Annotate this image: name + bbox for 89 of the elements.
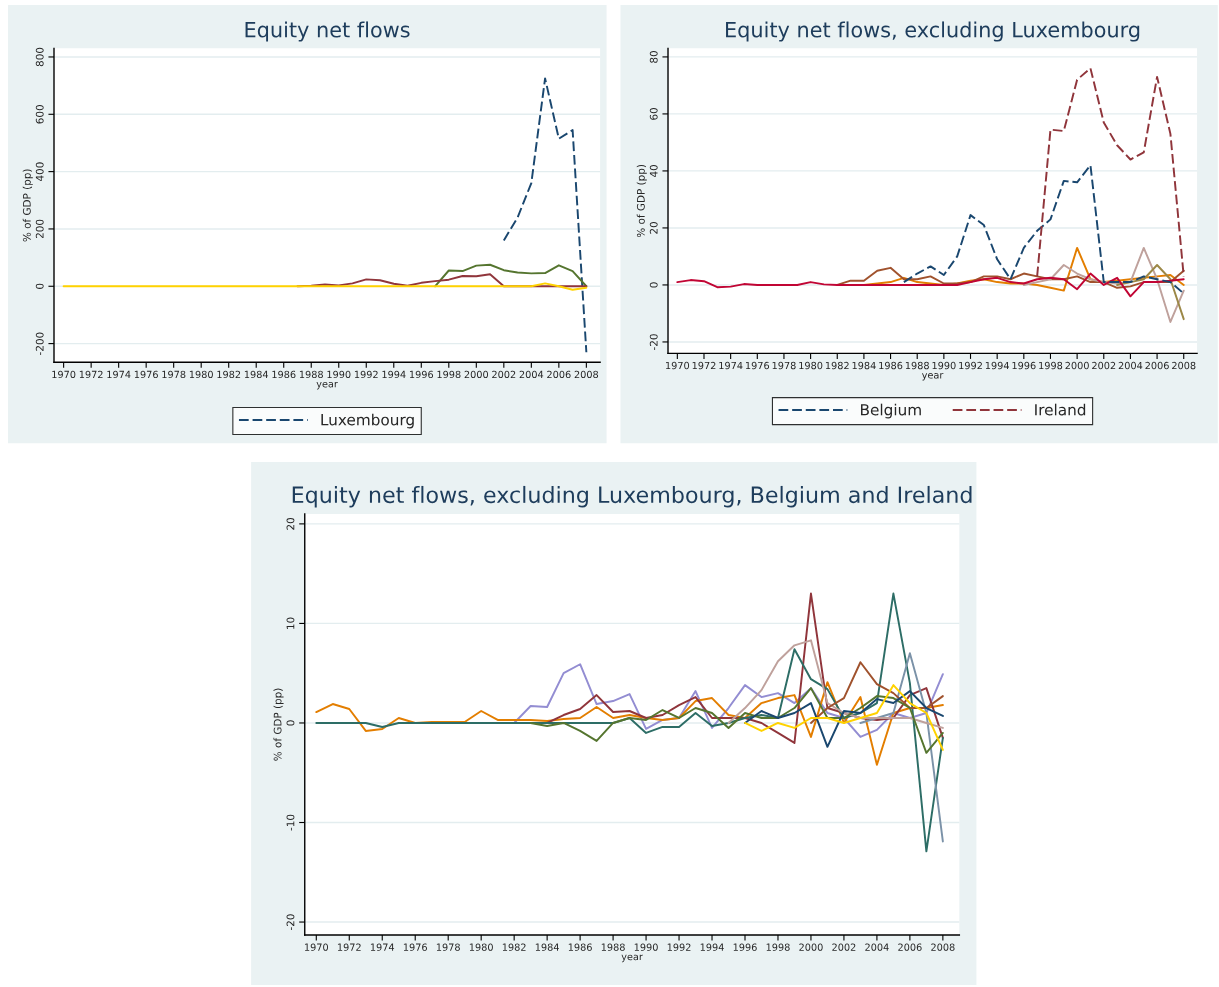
x-tick-label: 1972 (692, 361, 716, 370)
x-tick-label: 1990 (634, 943, 658, 951)
x-tick-label: 1986 (568, 943, 592, 951)
x-tick-label: 1982 (825, 361, 849, 370)
x-tick-label: 1984 (535, 943, 559, 951)
x-tick-label: 1980 (469, 943, 493, 951)
chart-title: Equity net flows, excluding Luxembourg (726, 21, 1140, 42)
x-tick-label: 1970 (304, 943, 329, 951)
x-tick-label: 2000 (464, 370, 489, 379)
x-tick-label: 1972 (79, 370, 103, 379)
y-tick-label: 20 (649, 222, 658, 234)
x-tick-label: 2000 (799, 943, 823, 951)
y-tick-label: 40 (649, 164, 658, 178)
x-tick-label: 1984 (244, 370, 269, 379)
x-tick-label: 1974 (107, 370, 131, 379)
x-tick-label: 2002 (832, 943, 856, 951)
y-axis-title: % of GDP (pp) (22, 169, 33, 242)
chart-title: Equity net flows, excluding Luxembourg, Belgium and Ireland (292, 485, 972, 508)
legend-label: Belgium (861, 403, 921, 419)
x-tick-label: 1992 (959, 361, 982, 370)
x-tick-label: 2006 (1145, 361, 1169, 370)
x-tick-label: 1998 (437, 370, 461, 379)
y-tick-label: 0 (286, 720, 295, 726)
x-tick-label: 1978 (772, 361, 796, 370)
x-tick-label: 1970 (52, 370, 76, 379)
x-tick-label: 1990 (327, 370, 351, 379)
y-tick-label: 0 (649, 282, 658, 288)
x-tick-label: 1998 (1039, 361, 1063, 370)
x-tick-label: 1994 (700, 943, 724, 951)
y-tick-label: 200 (35, 219, 44, 239)
x-tick-label: 1976 (745, 361, 770, 370)
y-tick-label: 0 (35, 283, 44, 289)
x-tick-label: 2004 (865, 943, 889, 951)
x-tick-label: 1984 (852, 361, 876, 370)
legend-label: Luxembourg (321, 413, 414, 429)
x-tick-label: 1982 (217, 370, 241, 379)
x-tick-label: 1990 (932, 361, 956, 370)
y-tick-label: 800 (35, 47, 44, 67)
y-tick-label: -200 (35, 332, 44, 355)
x-tick-label: 1980 (799, 361, 823, 370)
x-tick-label: 1976 (134, 370, 158, 379)
y-tick-label: 400 (35, 162, 44, 182)
x-tick-label: 1996 (409, 370, 434, 379)
y-tick-label: 20 (286, 517, 295, 530)
y-tick-label: 80 (649, 50, 658, 63)
x-tick-label: 2004 (1118, 361, 1143, 370)
x-tick-label: 1974 (719, 361, 743, 370)
chart-title: Equity net flows (245, 21, 410, 42)
x-tick-label: 1994 (382, 370, 406, 379)
legend-label: Ireland (1035, 403, 1086, 416)
x-tick-label: 1996 (1012, 361, 1036, 370)
x-tick-label: 1986 (272, 370, 296, 379)
x-tick-label: 1988 (601, 943, 625, 951)
x-tick-label: 2006 (898, 943, 922, 951)
x-tick-label: 1980 (189, 370, 213, 379)
x-tick-label: 1970 (666, 361, 690, 370)
x-tick-label: 1992 (354, 370, 378, 379)
x-tick-label: 2002 (1092, 361, 1116, 370)
x-tick-label: 1982 (502, 943, 526, 951)
x-tick-label: 1972 (337, 943, 361, 951)
x-tick-label: 2006 (547, 370, 571, 379)
y-axis-title: % of GDP (pp) (636, 164, 647, 238)
x-tick-label: 2004 (519, 370, 544, 379)
y-tick-label: 60 (649, 107, 658, 120)
x-tick-label: 1976 (403, 943, 427, 951)
y-tick-label: -10 (286, 814, 295, 831)
x-tick-label: 1988 (905, 361, 929, 370)
y-tick-label: 10 (286, 617, 295, 629)
x-tick-label: 1996 (733, 943, 757, 951)
x-tick-label: 1998 (766, 943, 790, 951)
x-tick-label: 1986 (879, 361, 903, 370)
x-tick-label: 2008 (931, 943, 955, 951)
y-tick-label: -20 (649, 334, 658, 350)
x-tick-label: 2008 (574, 370, 599, 379)
x-tick-label: 1974 (370, 943, 395, 951)
y-tick-label: 600 (35, 105, 44, 124)
x-tick-label: 1992 (667, 943, 691, 951)
x-tick-label: 1978 (162, 370, 186, 379)
x-axis-title: year (316, 381, 338, 390)
y-axis-title: % of GDP (pp) (273, 688, 284, 761)
x-tick-label: 2008 (1172, 361, 1196, 370)
y-tick-label: -20 (286, 914, 295, 931)
x-tick-label: 1978 (436, 943, 460, 951)
x-tick-label: 1988 (299, 370, 323, 379)
x-tick-label: 2002 (492, 370, 516, 379)
x-axis-title: year (621, 954, 643, 963)
x-tick-label: 1994 (985, 361, 1009, 370)
x-tick-label: 2000 (1065, 361, 1089, 370)
x-axis-title: year (921, 373, 944, 381)
